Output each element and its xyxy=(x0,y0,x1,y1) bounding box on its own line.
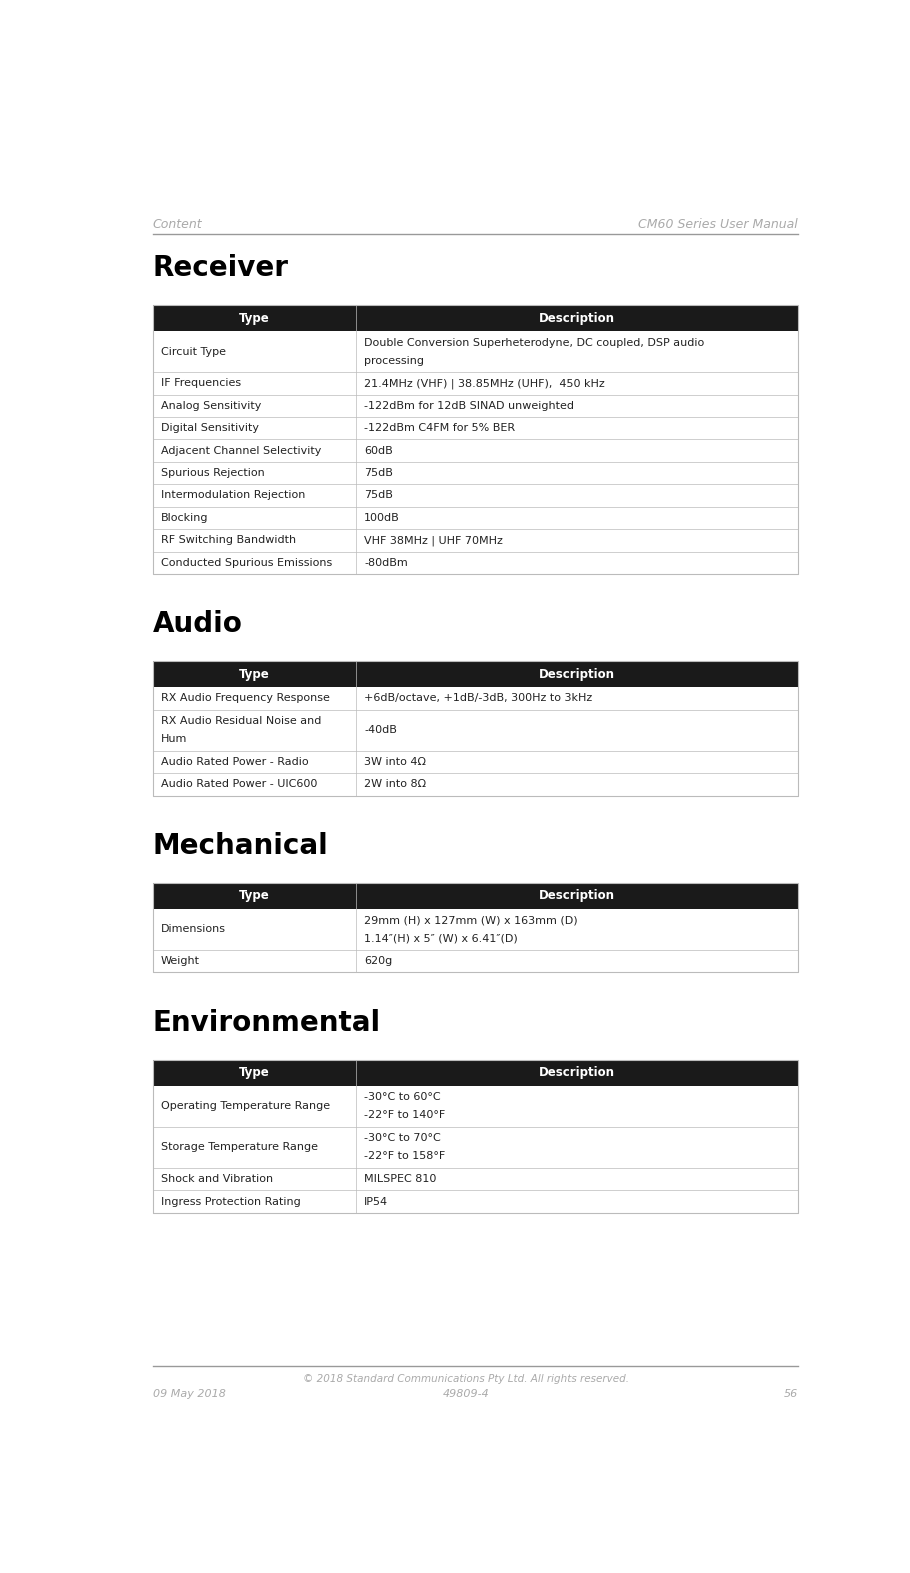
Text: Description: Description xyxy=(539,889,615,903)
Bar xyxy=(153,507,798,529)
Text: -30°C to 60°C: -30°C to 60°C xyxy=(364,1092,441,1103)
Text: -40dB: -40dB xyxy=(364,725,397,735)
Bar xyxy=(153,552,798,574)
Bar xyxy=(153,750,798,774)
Bar xyxy=(153,529,798,552)
Text: Type: Type xyxy=(238,1066,269,1079)
Text: -80dBm: -80dBm xyxy=(364,558,408,568)
Text: 100dB: 100dB xyxy=(364,513,400,522)
Text: +6dB/octave, +1dB/-3dB, 300Hz to 3kHz: +6dB/octave, +1dB/-3dB, 300Hz to 3kHz xyxy=(364,694,592,703)
Text: -30°C to 70°C: -30°C to 70°C xyxy=(364,1134,441,1144)
Text: -122dBm C4FM for 5% BER: -122dBm C4FM for 5% BER xyxy=(364,423,515,433)
Text: © 2018 Standard Communications Pty Ltd. All rights reserved.: © 2018 Standard Communications Pty Ltd. … xyxy=(303,1373,630,1384)
Text: Content: Content xyxy=(153,219,202,231)
Bar xyxy=(153,439,798,462)
Bar xyxy=(153,330,798,373)
Bar xyxy=(153,484,798,507)
Text: Receiver: Receiver xyxy=(153,255,288,282)
Text: Digital Sensitivity: Digital Sensitivity xyxy=(161,423,259,433)
Text: IF Frequencies: IF Frequencies xyxy=(161,379,241,389)
Text: Intermodulation Rejection: Intermodulation Rejection xyxy=(161,491,306,500)
Text: Double Conversion Superheterodyne, DC coupled, DSP audio: Double Conversion Superheterodyne, DC co… xyxy=(364,338,704,348)
Bar xyxy=(153,661,798,796)
Text: VHF 38MHz | UHF 70MHz: VHF 38MHz | UHF 70MHz xyxy=(364,535,503,546)
Text: Type: Type xyxy=(238,311,269,324)
Text: Storage Temperature Range: Storage Temperature Range xyxy=(161,1142,318,1153)
Bar xyxy=(153,1060,798,1085)
Text: 2W into 8Ω: 2W into 8Ω xyxy=(364,779,427,790)
Text: Adjacent Channel Selectivity: Adjacent Channel Selectivity xyxy=(161,445,321,456)
Text: 75dB: 75dB xyxy=(364,469,393,478)
Text: 620g: 620g xyxy=(364,956,392,966)
Text: IP54: IP54 xyxy=(364,1197,389,1206)
Text: RF Switching Bandwidth: RF Switching Bandwidth xyxy=(161,535,296,546)
Text: Analog Sensitivity: Analog Sensitivity xyxy=(161,401,261,411)
Text: Blocking: Blocking xyxy=(161,513,208,522)
Text: Ingress Protection Rating: Ingress Protection Rating xyxy=(161,1197,300,1206)
Text: 60dB: 60dB xyxy=(364,445,393,456)
Text: Description: Description xyxy=(539,1066,615,1079)
Text: Circuit Type: Circuit Type xyxy=(161,346,226,357)
Text: Operating Temperature Range: Operating Temperature Range xyxy=(161,1101,330,1111)
Bar xyxy=(153,882,798,972)
Text: 29mm (H) x 127mm (W) x 163mm (D): 29mm (H) x 127mm (W) x 163mm (D) xyxy=(364,915,578,925)
Text: processing: processing xyxy=(364,355,424,367)
Text: Description: Description xyxy=(539,311,615,324)
Text: 1.14″(H) x 5″ (W) x 6.41″(D): 1.14″(H) x 5″ (W) x 6.41″(D) xyxy=(364,933,518,944)
Text: Environmental: Environmental xyxy=(153,1008,380,1037)
Text: Audio Rated Power - UIC600: Audio Rated Power - UIC600 xyxy=(161,779,318,790)
Text: Shock and Vibration: Shock and Vibration xyxy=(161,1173,273,1184)
Bar xyxy=(153,774,798,796)
Text: RX Audio Residual Noise and: RX Audio Residual Noise and xyxy=(161,716,321,727)
Bar xyxy=(153,909,798,950)
Bar xyxy=(153,462,798,484)
Bar xyxy=(153,1085,798,1126)
Bar xyxy=(153,305,798,330)
Bar xyxy=(153,417,798,439)
Text: RX Audio Frequency Response: RX Audio Frequency Response xyxy=(161,694,330,703)
Text: -22°F to 158°F: -22°F to 158°F xyxy=(364,1151,446,1161)
Text: Conducted Spurious Emissions: Conducted Spurious Emissions xyxy=(161,558,332,568)
Text: Audio: Audio xyxy=(153,610,242,639)
Text: -22°F to 140°F: -22°F to 140°F xyxy=(364,1111,446,1120)
Bar xyxy=(153,373,798,395)
Bar xyxy=(153,709,798,750)
Text: 75dB: 75dB xyxy=(364,491,393,500)
Bar xyxy=(153,882,798,909)
Bar xyxy=(153,305,798,574)
Text: Description: Description xyxy=(539,667,615,681)
Text: Audio Rated Power - Radio: Audio Rated Power - Radio xyxy=(161,757,308,768)
Bar xyxy=(153,1060,798,1213)
Text: Type: Type xyxy=(238,667,269,681)
Bar xyxy=(153,950,798,972)
Text: Type: Type xyxy=(238,889,269,903)
Text: Hum: Hum xyxy=(161,735,187,744)
Text: 09 May 2018: 09 May 2018 xyxy=(153,1389,226,1398)
Bar xyxy=(153,395,798,417)
Text: 21.4MHz (VHF) | 38.85MHz (UHF),  450 kHz: 21.4MHz (VHF) | 38.85MHz (UHF), 450 kHz xyxy=(364,378,605,389)
Text: Dimensions: Dimensions xyxy=(161,925,226,934)
Text: Weight: Weight xyxy=(161,956,200,966)
Bar xyxy=(153,1126,798,1169)
Text: 56: 56 xyxy=(784,1389,798,1398)
Bar xyxy=(153,1169,798,1191)
Bar xyxy=(153,687,798,709)
Text: 3W into 4Ω: 3W into 4Ω xyxy=(364,757,426,768)
Text: MILSPEC 810: MILSPEC 810 xyxy=(364,1173,437,1184)
Text: 49809-4: 49809-4 xyxy=(443,1389,490,1398)
Text: CM60 Series User Manual: CM60 Series User Manual xyxy=(638,219,798,231)
Text: Spurious Rejection: Spurious Rejection xyxy=(161,469,265,478)
Text: Mechanical: Mechanical xyxy=(153,832,329,860)
Text: -122dBm for 12dB SINAD unweighted: -122dBm for 12dB SINAD unweighted xyxy=(364,401,574,411)
Bar xyxy=(153,661,798,687)
Bar xyxy=(153,1191,798,1213)
